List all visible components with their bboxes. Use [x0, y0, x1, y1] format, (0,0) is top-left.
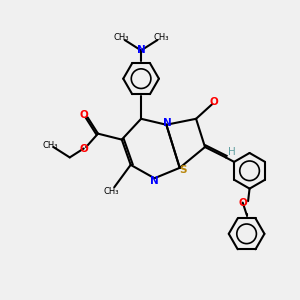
Text: CH₃: CH₃: [103, 187, 118, 196]
Text: S: S: [179, 165, 187, 175]
Text: H: H: [229, 147, 236, 157]
Text: N: N: [137, 45, 146, 56]
Text: O: O: [79, 143, 88, 154]
Text: CH₃: CH₃: [42, 141, 58, 150]
Text: N: N: [150, 176, 159, 186]
Text: N: N: [163, 118, 171, 128]
Text: CH₃: CH₃: [153, 33, 169, 42]
Text: CH₃: CH₃: [113, 33, 129, 42]
Text: O: O: [80, 110, 88, 120]
Text: O: O: [209, 98, 218, 107]
Text: O: O: [238, 198, 247, 208]
